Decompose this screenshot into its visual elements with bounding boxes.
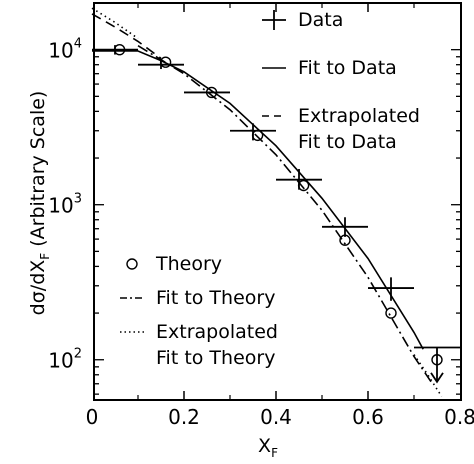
x-axis-title: XF (258, 435, 278, 460)
x-tick-label: 0.4 (260, 405, 292, 429)
theory-point (251, 129, 264, 142)
y-tick-label: 103 (48, 192, 82, 218)
legend-lower: Theory Fit to Theory Extrapolated Fit to Th… (120, 253, 278, 369)
theory-point (159, 56, 172, 68)
legend-item-extrap_theory: Extrapolated Fit to Theory (120, 321, 278, 369)
legend-item-fit_theory: Fit to Theory (120, 287, 275, 309)
legend-label: Extrapolated (298, 105, 420, 127)
legend-label: Data (298, 9, 343, 31)
plot-frame (93, 2, 462, 401)
y-tick-label: 102 (48, 347, 82, 373)
legend-label: Fit to Theory (156, 287, 275, 309)
marker-layer (92, 43, 460, 384)
x-tick-label: 0.8 (444, 405, 474, 429)
y-axis-title: dσ/dXF (Arbitrary Scale) (27, 91, 52, 316)
x-axis-ticks: 0 0.2 0.4 0.6 0.8 (86, 3, 474, 429)
theory-point (297, 179, 310, 192)
legend-item-theory: Theory (126, 253, 222, 275)
legend-item-fit_data: Fit to Data (262, 57, 397, 79)
legend-label: Fit to Theory (156, 347, 275, 369)
y-tick-label: 104 (48, 37, 82, 63)
x-tick-label: 0.6 (352, 405, 384, 429)
theory-point (385, 307, 397, 319)
legend-upper: Data Fit to Data Extrapolated Fit to Data (262, 9, 420, 153)
upper-limit-arrow (430, 372, 444, 384)
y-axis-ticks: 102 103 104 (48, 2, 461, 395)
legend-label: Theory (155, 253, 222, 275)
theory-point (339, 234, 351, 246)
legend-label: Fit to Data (298, 57, 397, 79)
curve-extrapolated-fit-to-theory (91, 7, 139, 40)
legend-item-extrap_data: Extrapolated Fit to Data (262, 105, 420, 153)
legend-circle (126, 258, 138, 270)
legend-label: Fit to Data (298, 131, 397, 153)
theory-point (431, 354, 443, 366)
legend-item-data: Data (262, 9, 343, 31)
x-tick-label: 0 (86, 405, 99, 429)
legend-label: Extrapolated (156, 321, 278, 343)
theory-point (113, 43, 126, 56)
curve-extrapolated-fit-to-data (91, 13, 162, 59)
theory-point (205, 86, 218, 99)
x-tick-label: 0.2 (168, 405, 200, 429)
